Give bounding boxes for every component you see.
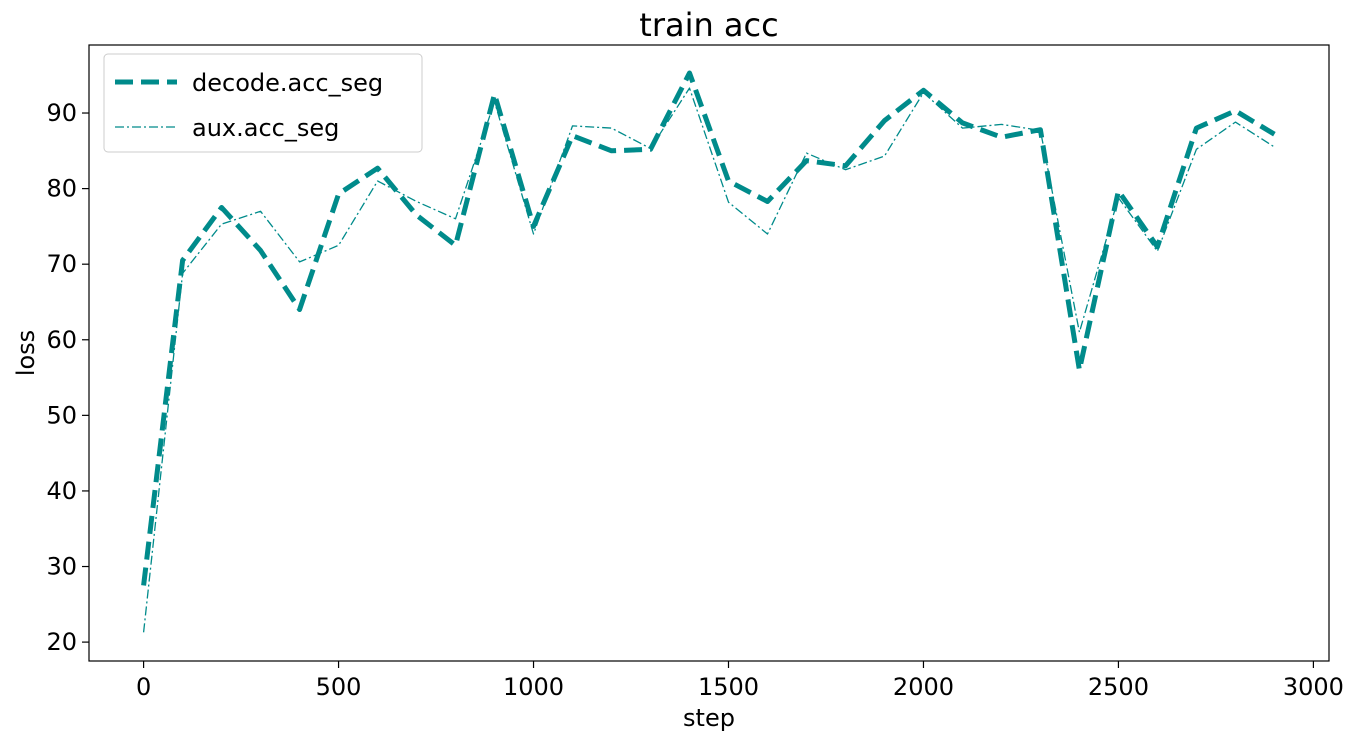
legend-label-aux-acc-seg: aux.acc_seg xyxy=(192,114,339,142)
y-tick-label: 50 xyxy=(46,401,77,429)
x-tick-label: 500 xyxy=(316,673,362,701)
y-axis-label: loss xyxy=(12,330,40,376)
legend-label-decode-acc-seg: decode.acc_seg xyxy=(192,69,383,97)
y-tick-label: 80 xyxy=(46,175,77,203)
chart-title: train acc xyxy=(639,6,778,44)
x-tick-label: 1500 xyxy=(698,673,759,701)
y-tick-label: 60 xyxy=(46,326,77,354)
y-tick-label: 90 xyxy=(46,99,77,127)
x-tick-label: 2500 xyxy=(1088,673,1149,701)
y-tick-label: 20 xyxy=(46,628,77,656)
y-tick-label: 30 xyxy=(46,553,77,581)
x-tick-label: 1000 xyxy=(503,673,564,701)
x-tick-label: 2000 xyxy=(893,673,954,701)
legend: decode.acc_seg aux.acc_seg xyxy=(103,53,423,153)
series-line-decode-acc-seg xyxy=(141,70,1276,586)
legend-box xyxy=(103,53,423,153)
series-line-aux-acc-seg xyxy=(142,87,1275,633)
plot-area-frame xyxy=(88,44,1330,662)
x-axis-label: step xyxy=(683,704,735,732)
y-tick-label: 70 xyxy=(46,250,77,278)
y-tick-label: 40 xyxy=(46,477,77,505)
x-tick-label: 3000 xyxy=(1283,673,1344,701)
x-tick-label: 0 xyxy=(136,673,151,701)
series-layer xyxy=(141,70,1276,633)
ticks-layer: 0 500 1000 1500 2000 2500 3000 20 30 40 50 60 70 80 90 xyxy=(46,99,1343,701)
